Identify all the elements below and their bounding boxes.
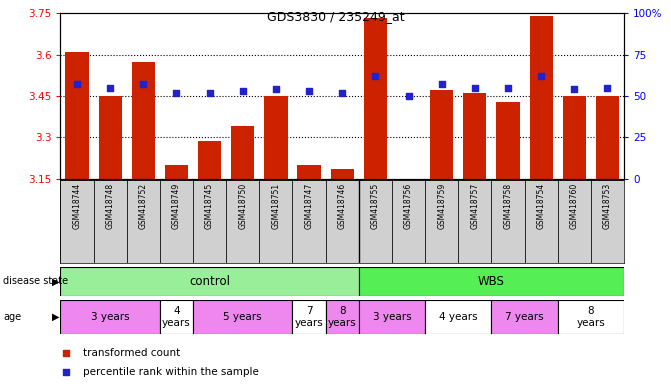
Bar — [392, 180, 425, 263]
Point — [388, 281, 399, 287]
Bar — [65, 52, 89, 179]
Point — [337, 89, 348, 96]
Point — [304, 88, 315, 94]
Point — [470, 85, 480, 91]
Text: GSM418745: GSM418745 — [205, 183, 214, 229]
Text: age: age — [3, 312, 21, 322]
Text: 4
years: 4 years — [162, 306, 191, 328]
Bar — [491, 300, 558, 334]
Bar — [297, 165, 321, 179]
Point — [602, 85, 613, 91]
Text: 5 years: 5 years — [223, 312, 262, 322]
Bar — [497, 101, 519, 179]
Bar — [331, 169, 354, 179]
Bar — [525, 180, 558, 263]
Bar — [193, 180, 226, 263]
Text: ▶: ▶ — [52, 312, 60, 322]
Point — [72, 81, 83, 88]
Bar — [325, 300, 359, 334]
Point — [535, 73, 546, 79]
Point — [403, 93, 414, 99]
Text: 3 years: 3 years — [372, 312, 411, 322]
Text: GSM418746: GSM418746 — [338, 183, 347, 229]
Bar — [596, 96, 619, 179]
Text: GSM418752: GSM418752 — [139, 183, 148, 229]
Bar — [325, 180, 359, 263]
Text: GSM418744: GSM418744 — [72, 183, 81, 229]
Bar — [430, 91, 454, 179]
Text: GSM418749: GSM418749 — [172, 183, 181, 229]
Bar — [60, 300, 160, 334]
Point — [388, 106, 399, 113]
Bar — [463, 93, 486, 179]
Text: GSM418753: GSM418753 — [603, 183, 612, 229]
Bar — [425, 180, 458, 263]
Text: GSM418751: GSM418751 — [271, 183, 280, 229]
Bar — [293, 300, 325, 334]
Bar — [458, 180, 491, 263]
Bar — [132, 61, 155, 179]
Text: disease state: disease state — [3, 276, 68, 286]
Text: 8
years: 8 years — [576, 306, 605, 328]
Point — [569, 86, 580, 93]
Bar — [591, 180, 624, 263]
Point — [503, 85, 513, 91]
Bar — [359, 180, 392, 263]
Text: ▶: ▶ — [52, 276, 60, 286]
Text: 8
years: 8 years — [328, 306, 356, 328]
Bar — [529, 16, 553, 179]
Bar — [558, 300, 624, 334]
Bar — [364, 18, 387, 179]
Text: GSM418759: GSM418759 — [437, 183, 446, 229]
Bar — [359, 267, 624, 296]
Bar — [60, 267, 359, 296]
Bar — [193, 300, 293, 334]
Text: GSM418747: GSM418747 — [305, 183, 313, 229]
Bar — [99, 96, 121, 179]
Bar — [160, 300, 193, 334]
Bar — [226, 180, 259, 263]
Bar — [558, 180, 591, 263]
Bar — [563, 96, 586, 179]
Point — [105, 85, 115, 91]
Text: GSM418754: GSM418754 — [537, 183, 546, 229]
Bar — [165, 165, 188, 179]
Text: transformed count: transformed count — [83, 348, 180, 358]
Text: GSM418758: GSM418758 — [503, 183, 513, 229]
Text: 7 years: 7 years — [505, 312, 544, 322]
Text: 7
years: 7 years — [295, 306, 323, 328]
Text: GSM418750: GSM418750 — [238, 183, 247, 229]
Bar — [491, 180, 525, 263]
Bar — [160, 180, 193, 263]
Point — [138, 81, 149, 88]
Text: GSM418756: GSM418756 — [404, 183, 413, 229]
Text: GSM418755: GSM418755 — [371, 183, 380, 229]
Point — [270, 86, 281, 93]
Text: WBS: WBS — [478, 275, 505, 288]
Bar — [359, 300, 425, 334]
Text: percentile rank within the sample: percentile rank within the sample — [83, 367, 259, 377]
Bar — [127, 180, 160, 263]
Bar — [425, 300, 491, 334]
Text: control: control — [189, 275, 230, 288]
Bar — [293, 180, 325, 263]
Point — [171, 89, 182, 96]
Point — [436, 81, 447, 88]
Bar — [60, 180, 93, 263]
Bar — [264, 96, 287, 179]
Point — [238, 88, 248, 94]
Text: GDS3830 / 235249_at: GDS3830 / 235249_at — [266, 10, 405, 23]
Text: GSM418760: GSM418760 — [570, 183, 579, 229]
Point — [370, 73, 380, 79]
Text: 4 years: 4 years — [439, 312, 478, 322]
Point — [204, 89, 215, 96]
Bar — [93, 180, 127, 263]
Bar — [231, 126, 254, 179]
Text: GSM418757: GSM418757 — [470, 183, 479, 229]
Bar — [198, 141, 221, 179]
Text: GSM418748: GSM418748 — [105, 183, 115, 229]
Bar — [259, 180, 293, 263]
Text: 3 years: 3 years — [91, 312, 130, 322]
